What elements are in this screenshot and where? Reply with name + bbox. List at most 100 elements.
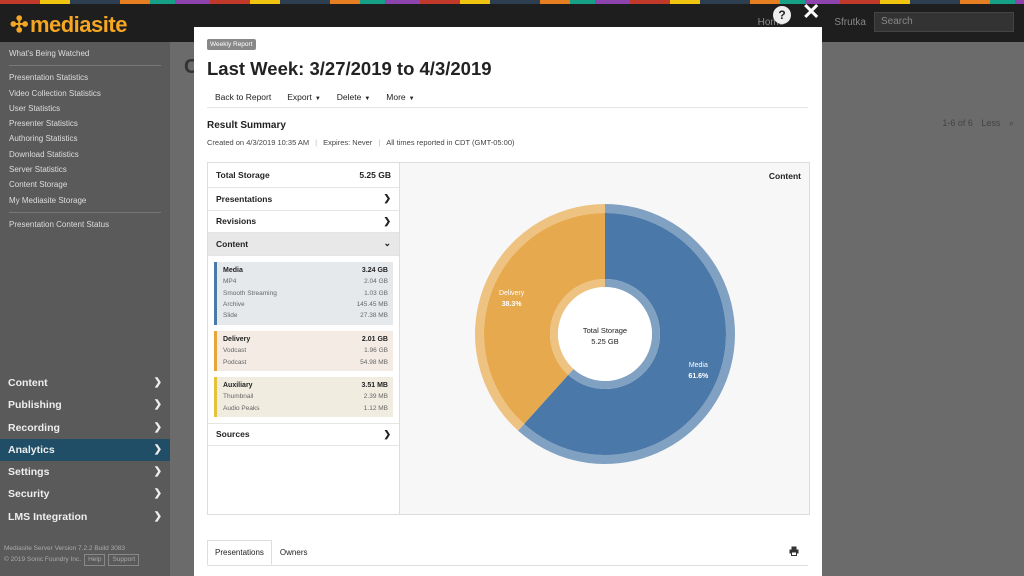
nav-security[interactable]: Security ❯: [0, 483, 170, 505]
report-toolbar: Back to Report Export ▼ Delete ▼ More ▼: [207, 88, 808, 108]
slice-delivery[interactable]: [484, 213, 605, 424]
sidebar-item-presentation-statistics[interactable]: Presentation Statistics: [9, 73, 89, 83]
sidebar-item-presentation-content-status[interactable]: Presentation Content Status: [9, 219, 110, 229]
slice-ring-media: [518, 204, 735, 464]
footer-support-button[interactable]: Support: [108, 554, 140, 566]
copyright-line: © 2019 Sonic Foundry Inc. Help Support: [4, 554, 140, 566]
less-link[interactable]: Less: [981, 118, 1001, 128]
search-input[interactable]: Search: [874, 12, 1014, 32]
created-date: Created on 4/3/2019 10:35 AM: [207, 138, 310, 147]
row-label: Presentations: [216, 193, 273, 204]
nav-content[interactable]: Content ❯: [0, 372, 170, 394]
nav-label: Publishing: [8, 399, 62, 412]
sidebar-item-video-collection-statistics[interactable]: Video Collection Statistics: [9, 88, 101, 98]
group-name: Delivery: [223, 335, 251, 343]
group-header: Auxiliary 3.51 MB: [223, 380, 388, 391]
sidebar-item-authoring-statistics[interactable]: Authoring Statistics: [9, 134, 78, 144]
item-value: 2.39 MB: [363, 393, 388, 401]
slice-label-delivery: Delivery: [499, 290, 525, 297]
back-to-report-button[interactable]: Back to Report: [207, 88, 279, 107]
export-dropdown[interactable]: Export ▼: [279, 88, 329, 107]
delivery-group: Delivery 2.01 GB Vodcast 1.96 GB Podcast 54…: [214, 330, 393, 371]
item-value: 54.98 MB: [360, 358, 388, 366]
logo-mark-icon: ✣: [10, 12, 28, 37]
print-icon[interactable]: [789, 546, 799, 556]
footer: Mediasite Server Version 7.2.2 Build 308…: [4, 544, 140, 566]
group-value: 3.51 MB: [361, 381, 388, 389]
nav-lms-integration[interactable]: LMS Integration ❯: [0, 506, 170, 528]
nav-label: Content: [8, 377, 48, 389]
separator: |: [315, 138, 318, 147]
slice-ring-delivery: [475, 204, 605, 431]
slice-media[interactable]: [524, 213, 726, 455]
page-title: Last Week: 3/27/2019 to 4/3/2019: [207, 58, 492, 79]
chevron-right-icon: ❯: [153, 377, 162, 388]
top-right-controls: Home Sfrutka Search: [758, 8, 1024, 36]
nav-label: Recording: [8, 421, 60, 434]
item-label: Podcast: [223, 358, 247, 366]
button-label: Back to Report: [215, 92, 272, 102]
item-value: 2.04 GB: [364, 278, 388, 286]
presentations-row[interactable]: Presentations ❯: [208, 188, 399, 211]
home-link[interactable]: Home: [757, 16, 785, 28]
total-storage-row: Total Storage 5.25 GB: [208, 163, 399, 188]
delete-dropdown[interactable]: Delete ▼: [329, 88, 379, 107]
slice-inner-ring-delivery: [550, 279, 605, 375]
user-menu[interactable]: Sfrutka: [834, 16, 866, 28]
result-summary-heading: Result Summary: [207, 120, 286, 131]
group-name: Auxiliary: [223, 381, 253, 389]
separator: |: [378, 138, 381, 147]
sidebar-item-whats-watched[interactable]: What's Being Watched: [9, 49, 90, 58]
sidebar-item-presenter-statistics[interactable]: Presenter Statistics: [9, 119, 78, 129]
list-item: Thumbnail 2.39 MB: [223, 391, 388, 402]
sidebar-item-my-mediasite-storage[interactable]: My Mediasite Storage: [9, 195, 87, 205]
sources-row[interactable]: Sources ❯: [208, 423, 399, 446]
item-label: Slide: [223, 312, 238, 320]
item-label: Thumbnail: [223, 393, 254, 401]
color-stripe: [0, 0, 1024, 4]
donut-chart: Media 61.6% Delivery 38.3% Total Storage 5.25…: [475, 204, 735, 464]
logo-text: mediasite: [29, 12, 128, 37]
nav-label: Analytics: [8, 443, 55, 456]
footer-help-button[interactable]: Help: [84, 554, 106, 566]
item-label: Vodcast: [223, 347, 247, 355]
button-label: More: [386, 92, 406, 102]
chevron-right-icon: ❯: [153, 399, 162, 411]
mediasite-logo[interactable]: ✣mediasite: [10, 12, 127, 38]
row-label: Revisions: [216, 216, 257, 227]
nav-analytics[interactable]: Analytics ❯: [0, 438, 170, 462]
chart-title: Content: [768, 171, 801, 181]
revisions-row[interactable]: Revisions ❯: [208, 211, 399, 234]
sidebar-item-user-statistics[interactable]: User Statistics: [9, 103, 61, 113]
more-dropdown[interactable]: More ▼: [378, 88, 422, 107]
item-value: 145.45 MB: [356, 300, 388, 308]
group-value: 2.01 GB: [361, 335, 388, 343]
sidebar-item-server-statistics[interactable]: Server Statistics: [9, 165, 67, 175]
slice-inner-ring-media: [568, 279, 660, 389]
tab-owners[interactable]: Owners: [279, 548, 308, 557]
media-group: Media 3.24 GB MP4 2.04 GB Smooth Streaming…: [214, 261, 393, 325]
nav-publishing[interactable]: Publishing ❯: [0, 394, 170, 416]
sidebar-item-download-statistics[interactable]: Download Statistics: [9, 149, 79, 159]
nav-settings[interactable]: Settings ❯: [0, 461, 170, 483]
caret-down-icon: ▼: [408, 96, 415, 102]
row-label: Content: [216, 238, 249, 249]
content-row[interactable]: Content ⌄: [208, 233, 399, 256]
list-item: Podcast 54.98 MB: [223, 357, 388, 368]
help-icon[interactable]: ?: [773, 6, 791, 24]
close-icon[interactable]: ✕: [802, 0, 821, 24]
tab-presentations[interactable]: Presentations: [207, 540, 272, 565]
list-item: Archive 145.45 MB: [223, 299, 388, 310]
group-header: Media 3.24 GB: [223, 265, 388, 276]
sidebar-item-content-storage[interactable]: Content Storage: [9, 180, 68, 190]
content-chart-area: Content Media 61.6% Delivery 38.3% Total Sto…: [400, 163, 809, 514]
slice-percent-delivery: 38.3%: [502, 301, 523, 308]
nav-recording[interactable]: Recording ❯: [0, 417, 170, 439]
copyright-text: © 2019 Sonic Foundry Inc.: [4, 556, 82, 563]
chevron-right-icon: ❯: [383, 215, 391, 226]
report-modal: Weekly Report Last Week: 3/27/2019 to 4/…: [194, 27, 822, 576]
slice-label-media: Media: [689, 362, 708, 369]
search-icon[interactable]: ⌕: [1008, 118, 1014, 128]
divider: [9, 211, 161, 213]
chevron-right-icon: ❯: [153, 421, 162, 433]
